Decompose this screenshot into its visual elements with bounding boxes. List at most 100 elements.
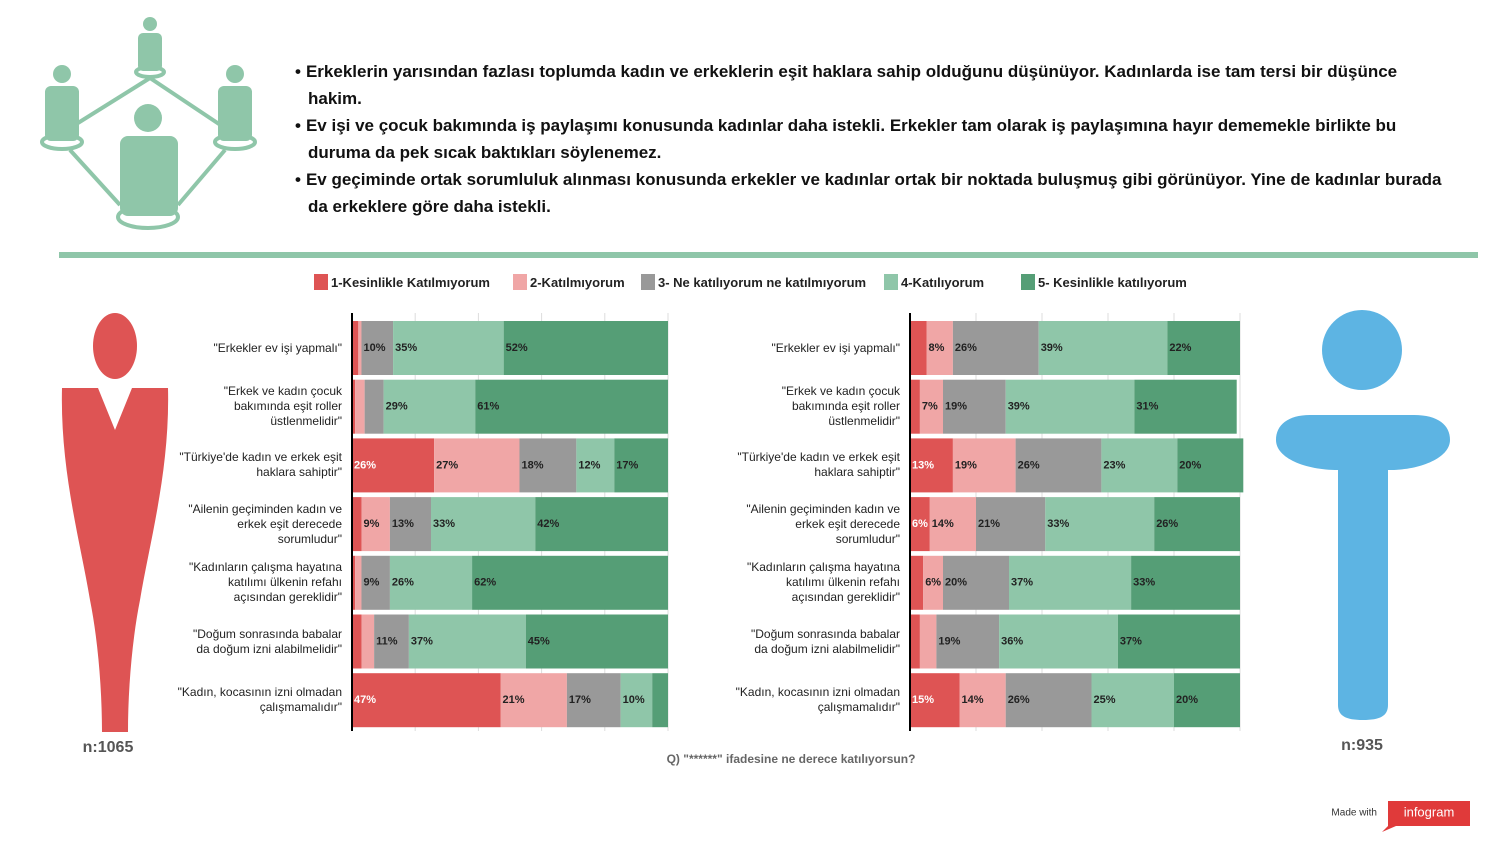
data-label: 13% xyxy=(392,518,414,530)
bar-segment xyxy=(910,438,953,493)
bar-segment xyxy=(1177,438,1244,493)
data-label: 21% xyxy=(503,694,525,706)
bar-segment xyxy=(352,673,501,728)
data-label: 26% xyxy=(1156,518,1178,530)
bar-segment xyxy=(910,673,960,728)
category-label: "Ailenin geçiminden kadın ve erkek eşit … xyxy=(188,501,342,546)
category-label: "Doğum sonrasında babalar da doğum izni … xyxy=(750,626,900,656)
data-label: 52% xyxy=(506,342,528,354)
bar-segment xyxy=(910,379,920,434)
legend-label: 5- Kesinlikle katılıyorum xyxy=(1038,274,1187,290)
bar-segment xyxy=(999,614,1118,669)
bar-segment xyxy=(923,555,943,610)
data-label: 33% xyxy=(1133,577,1155,589)
bar-segment xyxy=(361,555,390,610)
legend-label: 2-Katılmıyorum xyxy=(530,274,625,290)
made-with: Made with xyxy=(1331,808,1377,819)
data-label: 39% xyxy=(1008,401,1030,413)
data-label: 19% xyxy=(945,401,967,413)
data-label: 9% xyxy=(363,577,379,589)
bullet: Erkeklerin yarısından fazlası toplumda k… xyxy=(295,58,1455,112)
bar-segment xyxy=(943,555,1009,610)
bar-segment xyxy=(535,497,668,552)
category-label: "Erkek ve kadın çocuk bakımında eşit rol… xyxy=(223,384,342,429)
bar-segment xyxy=(352,555,356,610)
data-label: 37% xyxy=(1011,577,1033,589)
bar-segment xyxy=(652,673,668,728)
bar-segment xyxy=(1038,321,1168,375)
data-label: 20% xyxy=(1176,694,1198,706)
bar-segment xyxy=(929,497,976,552)
data-label: 10% xyxy=(363,342,385,354)
bar-segment xyxy=(1167,321,1240,375)
bar-segment xyxy=(910,497,930,552)
bar-segment xyxy=(959,673,1006,728)
bar-segment xyxy=(943,379,1006,434)
category-label: "Kadınların çalışma hayatına katılımı ül… xyxy=(188,560,342,605)
bar-segment xyxy=(519,438,577,493)
data-label: 18% xyxy=(521,459,543,471)
legend-item: 3- Ne katılıyorum ne katılmıyorum xyxy=(641,274,866,290)
legend-swatch xyxy=(884,274,898,290)
category-label: "Kadınların çalışma hayatına katılımı ül… xyxy=(746,560,900,605)
legend-label: 3- Ne katılıyorum ne katılmıyorum xyxy=(658,274,867,290)
data-label: 23% xyxy=(1103,459,1125,471)
bar-segment xyxy=(919,379,943,434)
data-label: 26% xyxy=(1018,459,1040,471)
data-label: 6% xyxy=(912,518,928,530)
data-label: 42% xyxy=(537,518,559,530)
data-label: 33% xyxy=(433,518,455,530)
data-label: 26% xyxy=(1008,694,1030,706)
bar-segment xyxy=(910,321,927,375)
sample-size: n:1065 xyxy=(83,739,134,756)
man-icon xyxy=(1276,310,1450,720)
data-label: 47% xyxy=(354,694,376,706)
bar-segment xyxy=(361,497,390,552)
bar-segment xyxy=(364,379,384,434)
bar-segment xyxy=(1154,497,1240,552)
bar-segment xyxy=(1005,379,1135,434)
network-icon xyxy=(40,17,257,230)
sample-size: n:935 xyxy=(1341,737,1383,754)
data-label: 29% xyxy=(386,401,408,413)
question: Q) "******" ifadesine ne derece katılıyo… xyxy=(667,752,916,766)
data-label: 37% xyxy=(411,635,433,647)
data-label: 33% xyxy=(1047,518,1069,530)
data-label: 20% xyxy=(1179,459,1201,471)
bar-segment xyxy=(434,438,520,493)
legend-item: 2-Katılmıyorum xyxy=(513,274,625,290)
bar-segment xyxy=(355,555,362,610)
bar-segment xyxy=(976,497,1046,552)
category-label: "Erkekler ev işi yapmalı" xyxy=(213,340,342,355)
bar-segment xyxy=(620,673,653,728)
legend-label: 4-Katılıyorum xyxy=(901,274,985,290)
bar-segment xyxy=(361,321,394,375)
data-label: 25% xyxy=(1094,694,1116,706)
bar-segment xyxy=(1131,555,1240,610)
bar-segment xyxy=(472,555,668,610)
data-label: 14% xyxy=(962,694,984,706)
bar-segment xyxy=(926,321,953,375)
category-label: "Erkek ve kadın çocuk bakımında eşit rol… xyxy=(781,384,900,429)
data-label: 36% xyxy=(1001,635,1023,647)
bullet-list: Erkeklerin yarısından fazlası toplumda k… xyxy=(295,58,1455,220)
data-label: 22% xyxy=(1169,342,1191,354)
data-label: 8% xyxy=(929,342,945,354)
data-label: 21% xyxy=(978,518,1000,530)
bar-segment xyxy=(614,438,668,493)
category-label: "Kadın, kocasının izni olmadan çalışmama… xyxy=(735,685,900,715)
category-label: "Ailenin geçiminden kadın ve erkek eşit … xyxy=(746,501,900,546)
legend-item: 1-Kesinlikle Katılmıyorum xyxy=(314,274,490,290)
data-label: 19% xyxy=(955,459,977,471)
bar-segment xyxy=(389,555,473,610)
bar-segment xyxy=(952,321,1039,375)
data-label: 11% xyxy=(376,635,398,647)
bar-segment xyxy=(408,614,526,669)
brand: infogram xyxy=(1404,804,1455,819)
bar-segment xyxy=(1015,438,1102,493)
bar-segment xyxy=(389,497,431,552)
category-label: "Doğum sonrasında babalar da doğum izni … xyxy=(192,626,342,656)
bar-segment xyxy=(500,673,567,728)
bar-segment xyxy=(475,379,668,434)
